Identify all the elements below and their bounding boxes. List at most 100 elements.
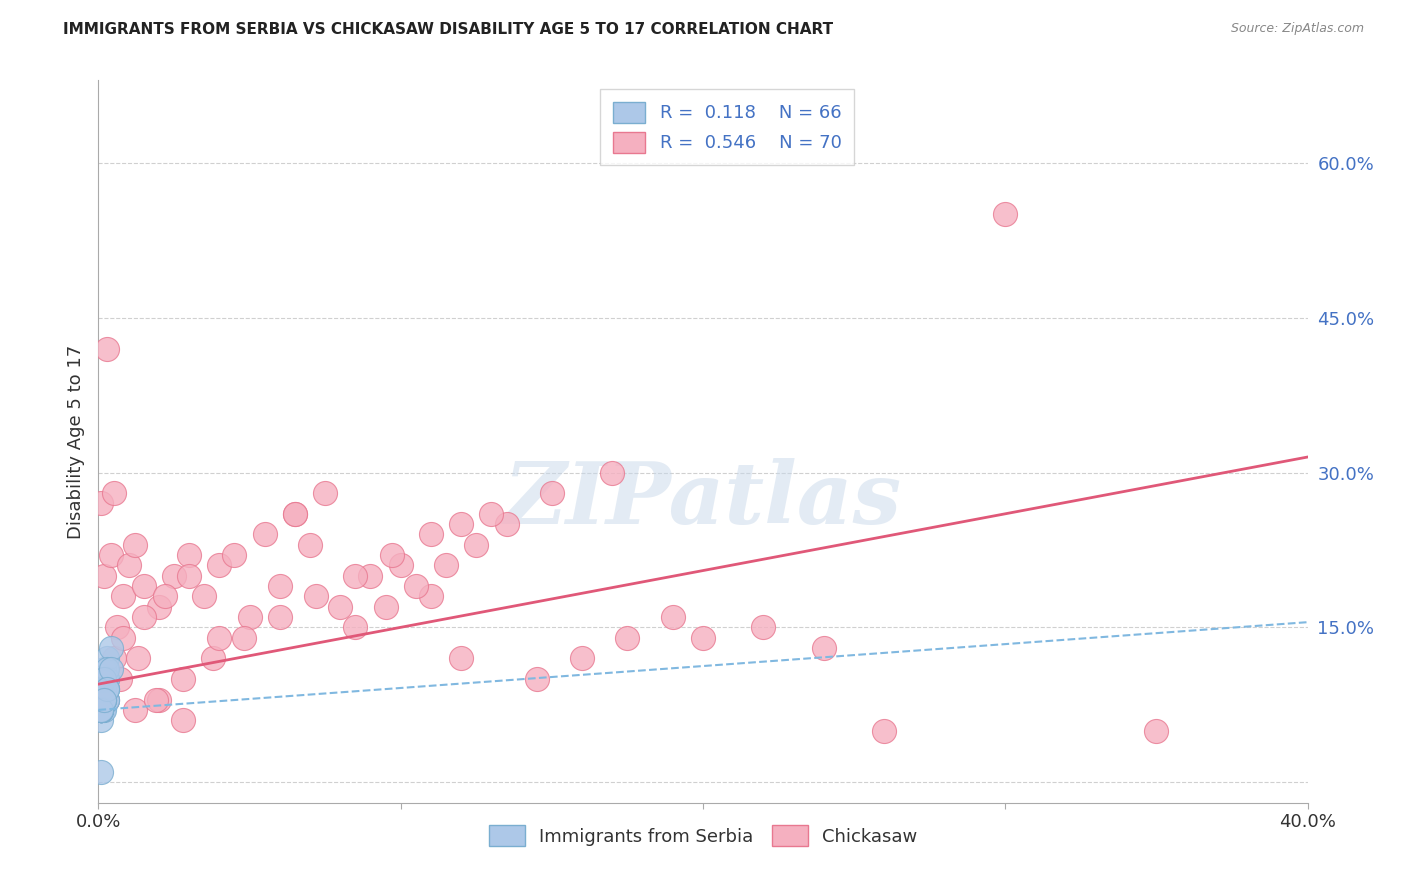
Point <box>90 692 112 706</box>
Point <box>284 507 307 521</box>
Point <box>994 207 1017 221</box>
Point <box>93 692 115 706</box>
Point <box>90 682 112 697</box>
Point <box>148 692 170 706</box>
Point <box>93 672 115 686</box>
Point <box>148 599 170 614</box>
Point <box>91 703 114 717</box>
Point <box>90 692 112 706</box>
Point <box>90 703 112 717</box>
Point <box>93 568 115 582</box>
Point <box>153 590 176 604</box>
Point <box>93 682 115 697</box>
Point <box>96 672 118 686</box>
Point <box>93 682 115 697</box>
Point <box>93 692 115 706</box>
Point <box>93 703 115 717</box>
Point <box>374 599 396 614</box>
Point <box>692 631 714 645</box>
Point <box>90 703 112 717</box>
Point <box>284 507 307 521</box>
Point <box>360 568 382 582</box>
Point <box>90 682 112 697</box>
Point <box>465 538 488 552</box>
Point <box>813 640 835 655</box>
Point <box>269 579 291 593</box>
Point <box>163 568 186 582</box>
Point <box>93 692 115 706</box>
Point <box>90 703 112 717</box>
Point <box>96 682 118 697</box>
Point <box>103 651 125 665</box>
Point <box>420 527 443 541</box>
Point <box>90 703 112 717</box>
Point <box>661 610 683 624</box>
Point <box>90 703 112 717</box>
Point <box>481 507 503 521</box>
Point <box>90 672 112 686</box>
Point <box>381 548 404 562</box>
Point <box>93 692 115 706</box>
Point <box>873 723 896 738</box>
Point <box>111 631 134 645</box>
Point <box>127 651 149 665</box>
Point <box>232 631 254 645</box>
Point <box>93 692 115 706</box>
Point <box>405 579 427 593</box>
Point <box>526 672 548 686</box>
Point <box>90 672 112 686</box>
Point <box>100 548 122 562</box>
Point <box>420 590 443 604</box>
Point <box>108 672 131 686</box>
Point <box>616 631 638 645</box>
Point <box>96 672 118 686</box>
Point <box>239 610 262 624</box>
Point <box>344 568 367 582</box>
Point <box>105 620 128 634</box>
Point <box>90 703 112 717</box>
Point <box>172 672 194 686</box>
Legend: Immigrants from Serbia, Chickasaw: Immigrants from Serbia, Chickasaw <box>479 816 927 855</box>
Point <box>124 703 146 717</box>
Point <box>172 713 194 727</box>
Point <box>450 517 472 532</box>
Point <box>90 703 112 717</box>
Point <box>540 486 562 500</box>
Point <box>314 486 336 500</box>
Point <box>93 692 115 706</box>
Point <box>96 662 118 676</box>
Point <box>93 682 115 697</box>
Point <box>118 558 141 573</box>
Point <box>93 692 115 706</box>
Point <box>96 651 118 665</box>
Point <box>111 590 134 604</box>
Point <box>145 692 167 706</box>
Point <box>100 640 122 655</box>
Point <box>132 579 155 593</box>
Point <box>90 703 112 717</box>
Point <box>344 620 367 634</box>
Point <box>96 342 118 356</box>
Point <box>96 692 118 706</box>
Point <box>208 558 231 573</box>
Point <box>90 496 112 510</box>
Point <box>93 682 115 697</box>
Point <box>269 610 291 624</box>
Point <box>202 651 225 665</box>
Point <box>89 703 111 717</box>
Point <box>90 703 112 717</box>
Point <box>329 599 352 614</box>
Point <box>124 538 146 552</box>
Point <box>96 682 118 697</box>
Point <box>90 703 112 717</box>
Point <box>389 558 412 573</box>
Point <box>96 692 118 706</box>
Point <box>93 692 115 706</box>
Point <box>96 682 118 697</box>
Point <box>90 692 112 706</box>
Point <box>94 662 117 676</box>
Text: Source: ZipAtlas.com: Source: ZipAtlas.com <box>1230 22 1364 36</box>
Point <box>90 682 112 697</box>
Point <box>93 662 115 676</box>
Point <box>103 486 125 500</box>
